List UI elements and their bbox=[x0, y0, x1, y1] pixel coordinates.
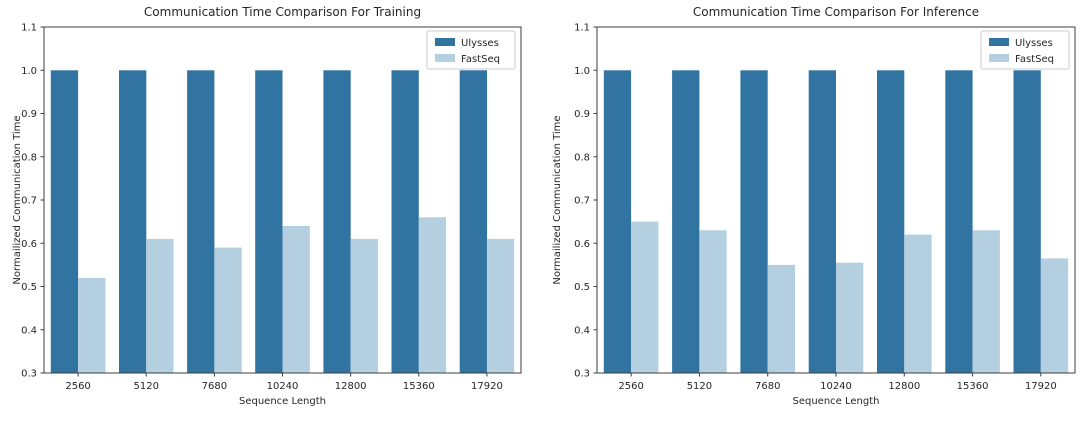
bar-fastseq-12800 bbox=[904, 234, 932, 373]
y-tick-label: 1.0 bbox=[21, 66, 37, 77]
legend-label-fastseq: FastSeq bbox=[461, 54, 500, 65]
bar-fastseq-12800 bbox=[350, 238, 378, 373]
x-axis-label: Sequence Length bbox=[239, 396, 326, 407]
bar-fastseq-5120 bbox=[146, 238, 174, 373]
bar-ulysses-2560 bbox=[50, 70, 79, 374]
x-tick-label: 5120 bbox=[133, 381, 158, 392]
plot-area-training: 1.1 1.0 0.9 0.8 0.7 0.6 0.5 0.4 0.3 2560 5120 7680 1… bbox=[21, 23, 522, 392]
bar-ulysses-5120 bbox=[119, 70, 147, 374]
y-tick-label: 0.7 bbox=[21, 196, 37, 207]
bar-fastseq-5120 bbox=[699, 230, 727, 373]
bar-ulysses-15360 bbox=[945, 70, 973, 374]
y-tick-label: 0.5 bbox=[574, 282, 590, 293]
legend-swatch-ulysses bbox=[435, 38, 455, 46]
y-tick-label: 0.9 bbox=[574, 109, 590, 120]
bar-ulysses-17920 bbox=[459, 70, 487, 374]
bar-ulysses-7680 bbox=[740, 70, 768, 374]
bar-ulysses-12800 bbox=[877, 70, 905, 374]
y-tick-label: 0.5 bbox=[21, 282, 37, 293]
bar-ulysses-17920 bbox=[1013, 70, 1041, 374]
bar-ulysses-2560 bbox=[603, 70, 632, 374]
y-tick-label: 0.3 bbox=[574, 369, 590, 380]
bar-ulysses-10240 bbox=[255, 70, 283, 374]
y-tick-label: 0.8 bbox=[21, 152, 37, 163]
bar-ulysses-5120 bbox=[672, 70, 700, 374]
x-tick-label: 12800 bbox=[888, 381, 920, 392]
bar-ulysses-15360 bbox=[391, 70, 419, 374]
x-tick-label: 10240 bbox=[820, 381, 852, 392]
y-tick-label: 0.3 bbox=[21, 369, 37, 380]
x-tick-label: 2560 bbox=[618, 381, 643, 392]
y-tick-label: 0.6 bbox=[574, 239, 590, 250]
plot-area-inference: 1.1 1.0 0.9 0.8 0.7 0.6 0.5 0.4 0.3 2560 5120 7680 1… bbox=[574, 23, 1076, 392]
x-tick-label: 2560 bbox=[65, 381, 90, 392]
bar-fastseq-7680 bbox=[214, 247, 242, 373]
y-tick-label: 0.6 bbox=[21, 239, 37, 250]
legend-swatch-fastseq bbox=[435, 54, 455, 62]
chart-title: Communication Time Comparison For Infere… bbox=[692, 5, 980, 19]
chart-inference: Communication Time Comparison For Infere… bbox=[540, 0, 1080, 421]
y-tick-label: 0.4 bbox=[21, 325, 37, 336]
y-tick-label: 1.0 bbox=[574, 66, 590, 77]
y-tick-label: 1.1 bbox=[21, 23, 37, 34]
bar-fastseq-2560 bbox=[631, 221, 659, 373]
x-tick-label: 15360 bbox=[403, 381, 435, 392]
x-tick-label: 12800 bbox=[335, 381, 367, 392]
bar-fastseq-17920 bbox=[1040, 258, 1069, 373]
x-tick-label: 15360 bbox=[957, 381, 989, 392]
axes-spines bbox=[596, 26, 1076, 374]
x-tick-label: 5120 bbox=[687, 381, 712, 392]
chart-title: Communication Time Comparison For Traini… bbox=[143, 5, 422, 19]
bar-fastseq-17920 bbox=[486, 238, 515, 373]
y-tick-label: 0.4 bbox=[574, 325, 590, 336]
legend-label-ulysses: Ulysses bbox=[1015, 38, 1053, 49]
bar-ulysses-10240 bbox=[808, 70, 836, 374]
bar-ulysses-7680 bbox=[187, 70, 215, 374]
bar-fastseq-10240 bbox=[836, 262, 864, 373]
bar-fastseq-15360 bbox=[972, 230, 1000, 373]
legend-label-fastseq: FastSeq bbox=[1015, 54, 1054, 65]
x-tick-label: 17920 bbox=[1025, 381, 1057, 392]
bar-ulysses-12800 bbox=[323, 70, 351, 374]
x-axis-label: Sequence Length bbox=[792, 396, 880, 407]
bar-fastseq-10240 bbox=[282, 226, 310, 373]
x-tick-label: 10240 bbox=[267, 381, 299, 392]
axes-spines bbox=[43, 26, 522, 374]
legend-swatch-fastseq bbox=[989, 54, 1009, 62]
chart-training: Communication Time Comparison For Traini… bbox=[12, 5, 522, 407]
legend-label-ulysses: Ulysses bbox=[461, 38, 499, 49]
x-tick-label: 7680 bbox=[755, 381, 780, 392]
x-tick-label: 17920 bbox=[471, 381, 503, 392]
bar-fastseq-15360 bbox=[418, 217, 447, 373]
bar-fastseq-7680 bbox=[767, 264, 795, 373]
legend-swatch-ulysses bbox=[989, 38, 1009, 46]
y-tick-label: 0.7 bbox=[574, 196, 590, 207]
y-tick-label: 0.9 bbox=[21, 109, 37, 120]
y-tick-label: 1.1 bbox=[574, 23, 590, 34]
x-tick-label: 7680 bbox=[202, 381, 227, 392]
bar-fastseq-2560 bbox=[78, 277, 106, 373]
y-tick-label: 0.8 bbox=[574, 152, 590, 163]
